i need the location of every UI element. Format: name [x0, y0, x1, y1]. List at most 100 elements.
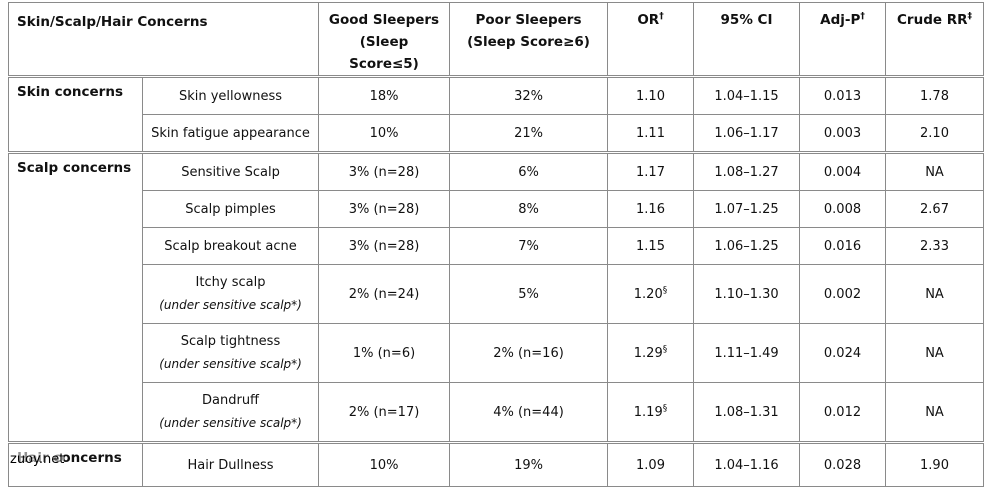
rr-cell: NA	[885, 382, 985, 443]
item-cell: Sensitive Scalp	[141, 151, 320, 191]
header-good-label: Good Sleepers	[328, 12, 440, 28]
or-cell: 1.19§	[607, 382, 695, 443]
or-cell: 1.10	[607, 75, 695, 115]
poor-cell: 32%	[449, 75, 609, 115]
or-cell: 1.20§	[607, 264, 695, 324]
adjp-cell: 0.016	[799, 227, 887, 265]
poor-cell: 8%	[449, 190, 609, 228]
table-row: Scalp concerns Sensitive Scalp 3% (n=28)…	[8, 151, 985, 443]
ci-cell: 1.10–1.30	[693, 264, 801, 324]
table-row: Skin concerns Skin yellowness 18% 32% 1.…	[8, 75, 985, 153]
good-cell: 18%	[318, 75, 451, 115]
header-good-criteria: (Sleep Score≤5)	[349, 34, 419, 72]
ci-cell: 1.06–1.17	[693, 114, 801, 153]
or-mark: §	[662, 344, 668, 355]
poor-cell: 6%	[449, 151, 609, 191]
or-cell: 1.29§	[607, 323, 695, 383]
ci-cell: 1.04–1.16	[693, 441, 801, 487]
good-cell: 10%	[318, 441, 451, 487]
header-rr-mark: ‡	[967, 11, 973, 22]
or-cell: 1.11	[607, 114, 695, 153]
ci-cell: 1.07–1.25	[693, 190, 801, 228]
table-row: Scalp breakout acne 3% (n=28) 7% 1.15 1.…	[9, 227, 985, 265]
header-poor-criteria: (Sleep Score≥6)	[467, 34, 590, 50]
rr-cell: NA	[885, 264, 985, 324]
good-cell: 2% (n=17)	[318, 382, 451, 443]
rr-cell: 2.10	[885, 114, 985, 153]
item-cell: Scalp pimples	[141, 190, 320, 228]
poor-cell: 5%	[449, 264, 609, 324]
table-row: Scalp pimples 3% (n=28) 8% 1.16 1.07–1.2…	[9, 190, 985, 228]
header-adjp-mark: †	[860, 11, 865, 22]
group-label: Scalp concerns	[8, 151, 143, 443]
rr-cell: 2.67	[885, 190, 985, 228]
good-cell: 10%	[318, 114, 451, 153]
or-mark: §	[662, 285, 668, 296]
or-cell: 1.16	[607, 190, 695, 228]
item-label: Scalp tightness	[180, 334, 281, 349]
adjp-cell: 0.024	[799, 323, 887, 383]
good-cell: 3% (n=28)	[318, 190, 451, 228]
header-good-sleepers: Good Sleepers (Sleep Score≤5)	[318, 2, 451, 77]
item-note: (under sensitive scalp*)	[159, 416, 302, 430]
good-cell: 1% (n=6)	[318, 323, 451, 383]
item-note: (under sensitive scalp*)	[159, 357, 302, 371]
table-row: Skin fatigue appearance 10% 21% 1.11 1.0…	[9, 114, 985, 153]
item-cell: Hair Dullness	[141, 441, 320, 487]
poor-cell: 2% (n=16)	[449, 323, 609, 383]
header-row: Skin/Scalp/Hair Concerns Good Sleepers (…	[7, 2, 985, 77]
header-poor-sleepers: Poor Sleepers (Sleep Score≥6)	[449, 2, 609, 77]
header-concern: Skin/Scalp/Hair Concerns	[7, 2, 320, 77]
item-cell: Skin yellowness	[141, 75, 320, 115]
rr-cell: NA	[885, 323, 985, 383]
good-cell: 3% (n=28)	[318, 151, 451, 191]
group-label: Skin concerns	[8, 75, 143, 153]
adjp-cell: 0.003	[799, 114, 887, 153]
table-row: Hair concerns Hair Dullness 10% 19% 1.09…	[8, 441, 985, 487]
header-ci: 95% CI	[693, 2, 801, 77]
or-value: 1.29	[633, 345, 663, 361]
poor-cell: 19%	[449, 441, 609, 487]
ci-cell: 1.08–1.27	[693, 151, 801, 191]
header-adjp-label: Adj-P	[820, 12, 861, 28]
ci-cell: 1.11–1.49	[693, 323, 801, 383]
header-or: OR†	[607, 2, 695, 77]
item-label: Itchy scalp	[195, 275, 266, 290]
or-mark: §	[662, 403, 668, 414]
adjp-cell: 0.004	[799, 151, 887, 191]
or-value: 1.20	[633, 286, 663, 302]
item-cell: Skin fatigue appearance	[141, 114, 320, 153]
ci-cell: 1.08–1.31	[693, 382, 801, 443]
header-or-mark: †	[659, 11, 664, 22]
header-rr-label: Crude RR	[897, 12, 968, 28]
rr-cell: 1.78	[885, 75, 985, 115]
poor-cell: 21%	[449, 114, 609, 153]
item-note: (under sensitive scalp*)	[159, 298, 302, 312]
good-cell: 2% (n=24)	[318, 264, 451, 324]
item-cell: Dandruff (under sensitive scalp*)	[141, 382, 320, 443]
or-cell: 1.17	[607, 151, 695, 191]
item-cell: Itchy scalp (under sensitive scalp*)	[141, 264, 320, 324]
watermark-text: zuoy.net	[10, 452, 65, 467]
table-row: Itchy scalp (under sensitive scalp*) 2% …	[9, 264, 985, 324]
rr-cell: 2.33	[885, 227, 985, 265]
table-row: Scalp tightness (under sensitive scalp*)…	[9, 323, 985, 383]
header-or-label: OR	[637, 12, 660, 28]
adjp-cell: 0.028	[799, 441, 887, 487]
or-cell: 1.09	[607, 441, 695, 487]
header-rr: Crude RR‡	[885, 2, 985, 77]
or-cell: 1.15	[607, 227, 695, 265]
item-label: Dandruff	[202, 393, 260, 408]
or-value: 1.19	[633, 404, 663, 420]
table-row: Dandruff (under sensitive scalp*) 2% (n=…	[9, 382, 985, 443]
ci-cell: 1.04–1.15	[693, 75, 801, 115]
adjp-cell: 0.012	[799, 382, 887, 443]
item-cell: Scalp tightness (under sensitive scalp*)	[141, 323, 320, 383]
rr-cell: NA	[885, 151, 985, 191]
adjp-cell: 0.008	[799, 190, 887, 228]
header-poor-label: Poor Sleepers	[475, 12, 582, 28]
header-adjp: Adj-P†	[799, 2, 887, 77]
poor-cell: 7%	[449, 227, 609, 265]
poor-cell: 4% (n=44)	[449, 382, 609, 443]
rr-cell: 1.90	[885, 441, 985, 487]
